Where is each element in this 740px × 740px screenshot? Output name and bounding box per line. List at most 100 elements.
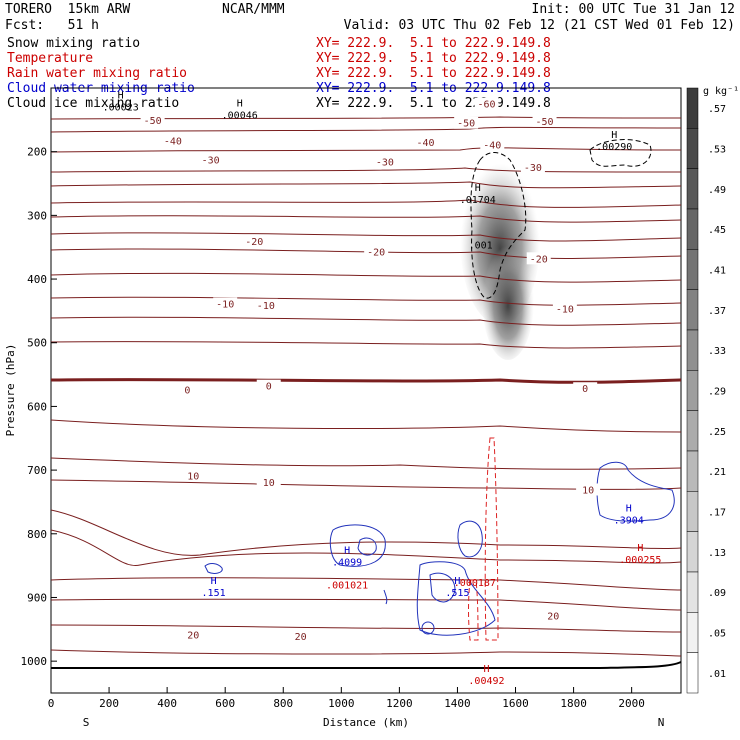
extremum-value: .001021 (326, 580, 368, 591)
temperature-label-bg (253, 298, 278, 311)
isotherm-line (51, 577, 681, 591)
temperature-label: -10 (257, 301, 275, 312)
extremum-value: .00023 (103, 103, 139, 114)
temperature-label-bg (520, 161, 545, 174)
extremum-value: .00290 (596, 142, 632, 153)
extremum-mark: H (118, 91, 124, 102)
colorbar-label: .33 (708, 346, 726, 357)
colorbar-swatch (686, 450, 699, 492)
isotherm-line (51, 272, 681, 283)
extremum-value: .00046 (222, 110, 258, 121)
extremum-mark: H (475, 183, 481, 194)
ground-line (51, 661, 682, 669)
y-tick-label: 700 (27, 464, 47, 477)
cloud-water-contour (204, 563, 223, 574)
cloud-water-contour (596, 461, 675, 522)
colorbar-swatch (686, 370, 699, 411)
extremum-value: .000255 (619, 555, 661, 566)
x-tick-label: 0 (48, 697, 55, 710)
valid-time: Valid: 03 UTC Thu 02 Feb 12 (21 CST Wed … (344, 18, 735, 33)
temperature-label: -40 (164, 136, 182, 147)
extremum-value: .3904 (614, 515, 644, 526)
cloud-water-contour (429, 572, 456, 603)
cloud-water-contour (329, 524, 386, 567)
temperature-label: 10 (263, 478, 275, 489)
y-tick-label: 200 (27, 146, 47, 159)
temperature-label-bg (576, 483, 601, 496)
extremum-value: .000187 (454, 578, 496, 589)
temperature-label: 10 (187, 471, 199, 482)
isotherm-line (51, 248, 681, 259)
isotherm-line (51, 199, 681, 208)
isotherm-line (51, 341, 681, 349)
isotherm-line (51, 316, 681, 326)
colorbar-label: .29 (708, 387, 726, 398)
field-name-snow: Snow mixing ratio (7, 36, 140, 51)
colorbar: .57 .53 .49 .45 .41 .37 .33 .29 .25 .21 .17 .13 .09.… (686, 87, 726, 694)
isotherm-line (51, 419, 681, 433)
isotherm-line (51, 457, 681, 470)
forecast-hour: Fcst: 51 h (5, 18, 99, 33)
colorbar-label: .57 (708, 104, 726, 115)
x-tick-label: 200 (99, 697, 119, 710)
cloud-water-contour (357, 537, 377, 556)
y-tick-label: 400 (27, 273, 47, 286)
temperature-label-bg (532, 114, 557, 127)
temperature-label-bg (526, 252, 551, 265)
extremum-mark: H (344, 545, 350, 556)
temperature-label-bg (288, 629, 313, 642)
colorbar-label: .25 (708, 427, 726, 438)
temperature-label: -40 (416, 138, 434, 149)
colorbar-unit: g kg⁻¹ (703, 86, 739, 97)
isotherm-line (51, 529, 681, 567)
temperature-label: -30 (202, 156, 220, 167)
colorbar-label: .17 (708, 508, 726, 519)
temperature-label: -60 (477, 100, 495, 111)
x-axis-label: Distance (km) (323, 716, 409, 729)
temperature-label: 20 (295, 632, 307, 643)
x-axis: 0 200 400 600 800 1000 1200 1400 1600 1800 2000 (48, 687, 645, 710)
north-label: N (658, 716, 665, 729)
rain-contour (468, 579, 479, 641)
temperature-label: 0 (184, 386, 190, 397)
isotherm-line (51, 116, 681, 120)
y-axis: 200 300 400 500 600 700 800 900 1000 (21, 146, 57, 668)
temperature-label-bg (181, 469, 206, 482)
temperature-label: -20 (245, 237, 263, 248)
cloud-water-contour (383, 589, 388, 605)
isotherm-line (51, 598, 681, 611)
y-axis-label: Pressure (hPa) (4, 344, 17, 437)
temperature-label: -10 (556, 305, 574, 316)
field-xy-cloud-ice: XY= 222.9. 5.1 to 222.9.149.8 (316, 96, 551, 111)
temperature-label: 20 (187, 631, 199, 642)
temperature-label-bg (480, 138, 505, 151)
temperature-label-bg (181, 628, 206, 641)
header: TORERO 15km ARW NCAR/MMM Init: 00 UTC Tu… (5, 2, 735, 111)
extremum-value: .01704 (460, 195, 496, 206)
snow-shading-lower (482, 240, 534, 360)
temperature-label-bg (541, 609, 566, 622)
colorbar-label: .49 (708, 185, 726, 196)
isotherm-line (51, 649, 681, 657)
south-label: S (83, 716, 90, 729)
colorbar-swatch (686, 289, 699, 331)
colorbar-label: .09 (708, 588, 726, 599)
x-tick-label: 1400 (444, 697, 471, 710)
x-tick-label: 1800 (560, 697, 587, 710)
colorbar-swatch (686, 491, 699, 532)
x-tick-label: 1000 (328, 697, 355, 710)
isotherm-line (51, 378, 681, 384)
colorbar-swatch (686, 249, 699, 290)
extremum-value: .151 (202, 588, 226, 599)
temperature-label-bg (454, 116, 479, 129)
isotherm-line (51, 479, 681, 490)
field-xy-rain: XY= 222.9. 5.1 to 222.9.149.8 (316, 66, 551, 81)
temperature-label-bg (256, 475, 281, 488)
extremum-mark: H (211, 576, 217, 587)
temperature-label-bg (175, 383, 200, 396)
cloud-water-contour (457, 520, 483, 558)
y-tick-label: 1000 (21, 655, 48, 668)
temperature-label: -20 (367, 247, 385, 258)
extremum-mark: H (483, 664, 489, 675)
isotherm-line (51, 126, 681, 133)
